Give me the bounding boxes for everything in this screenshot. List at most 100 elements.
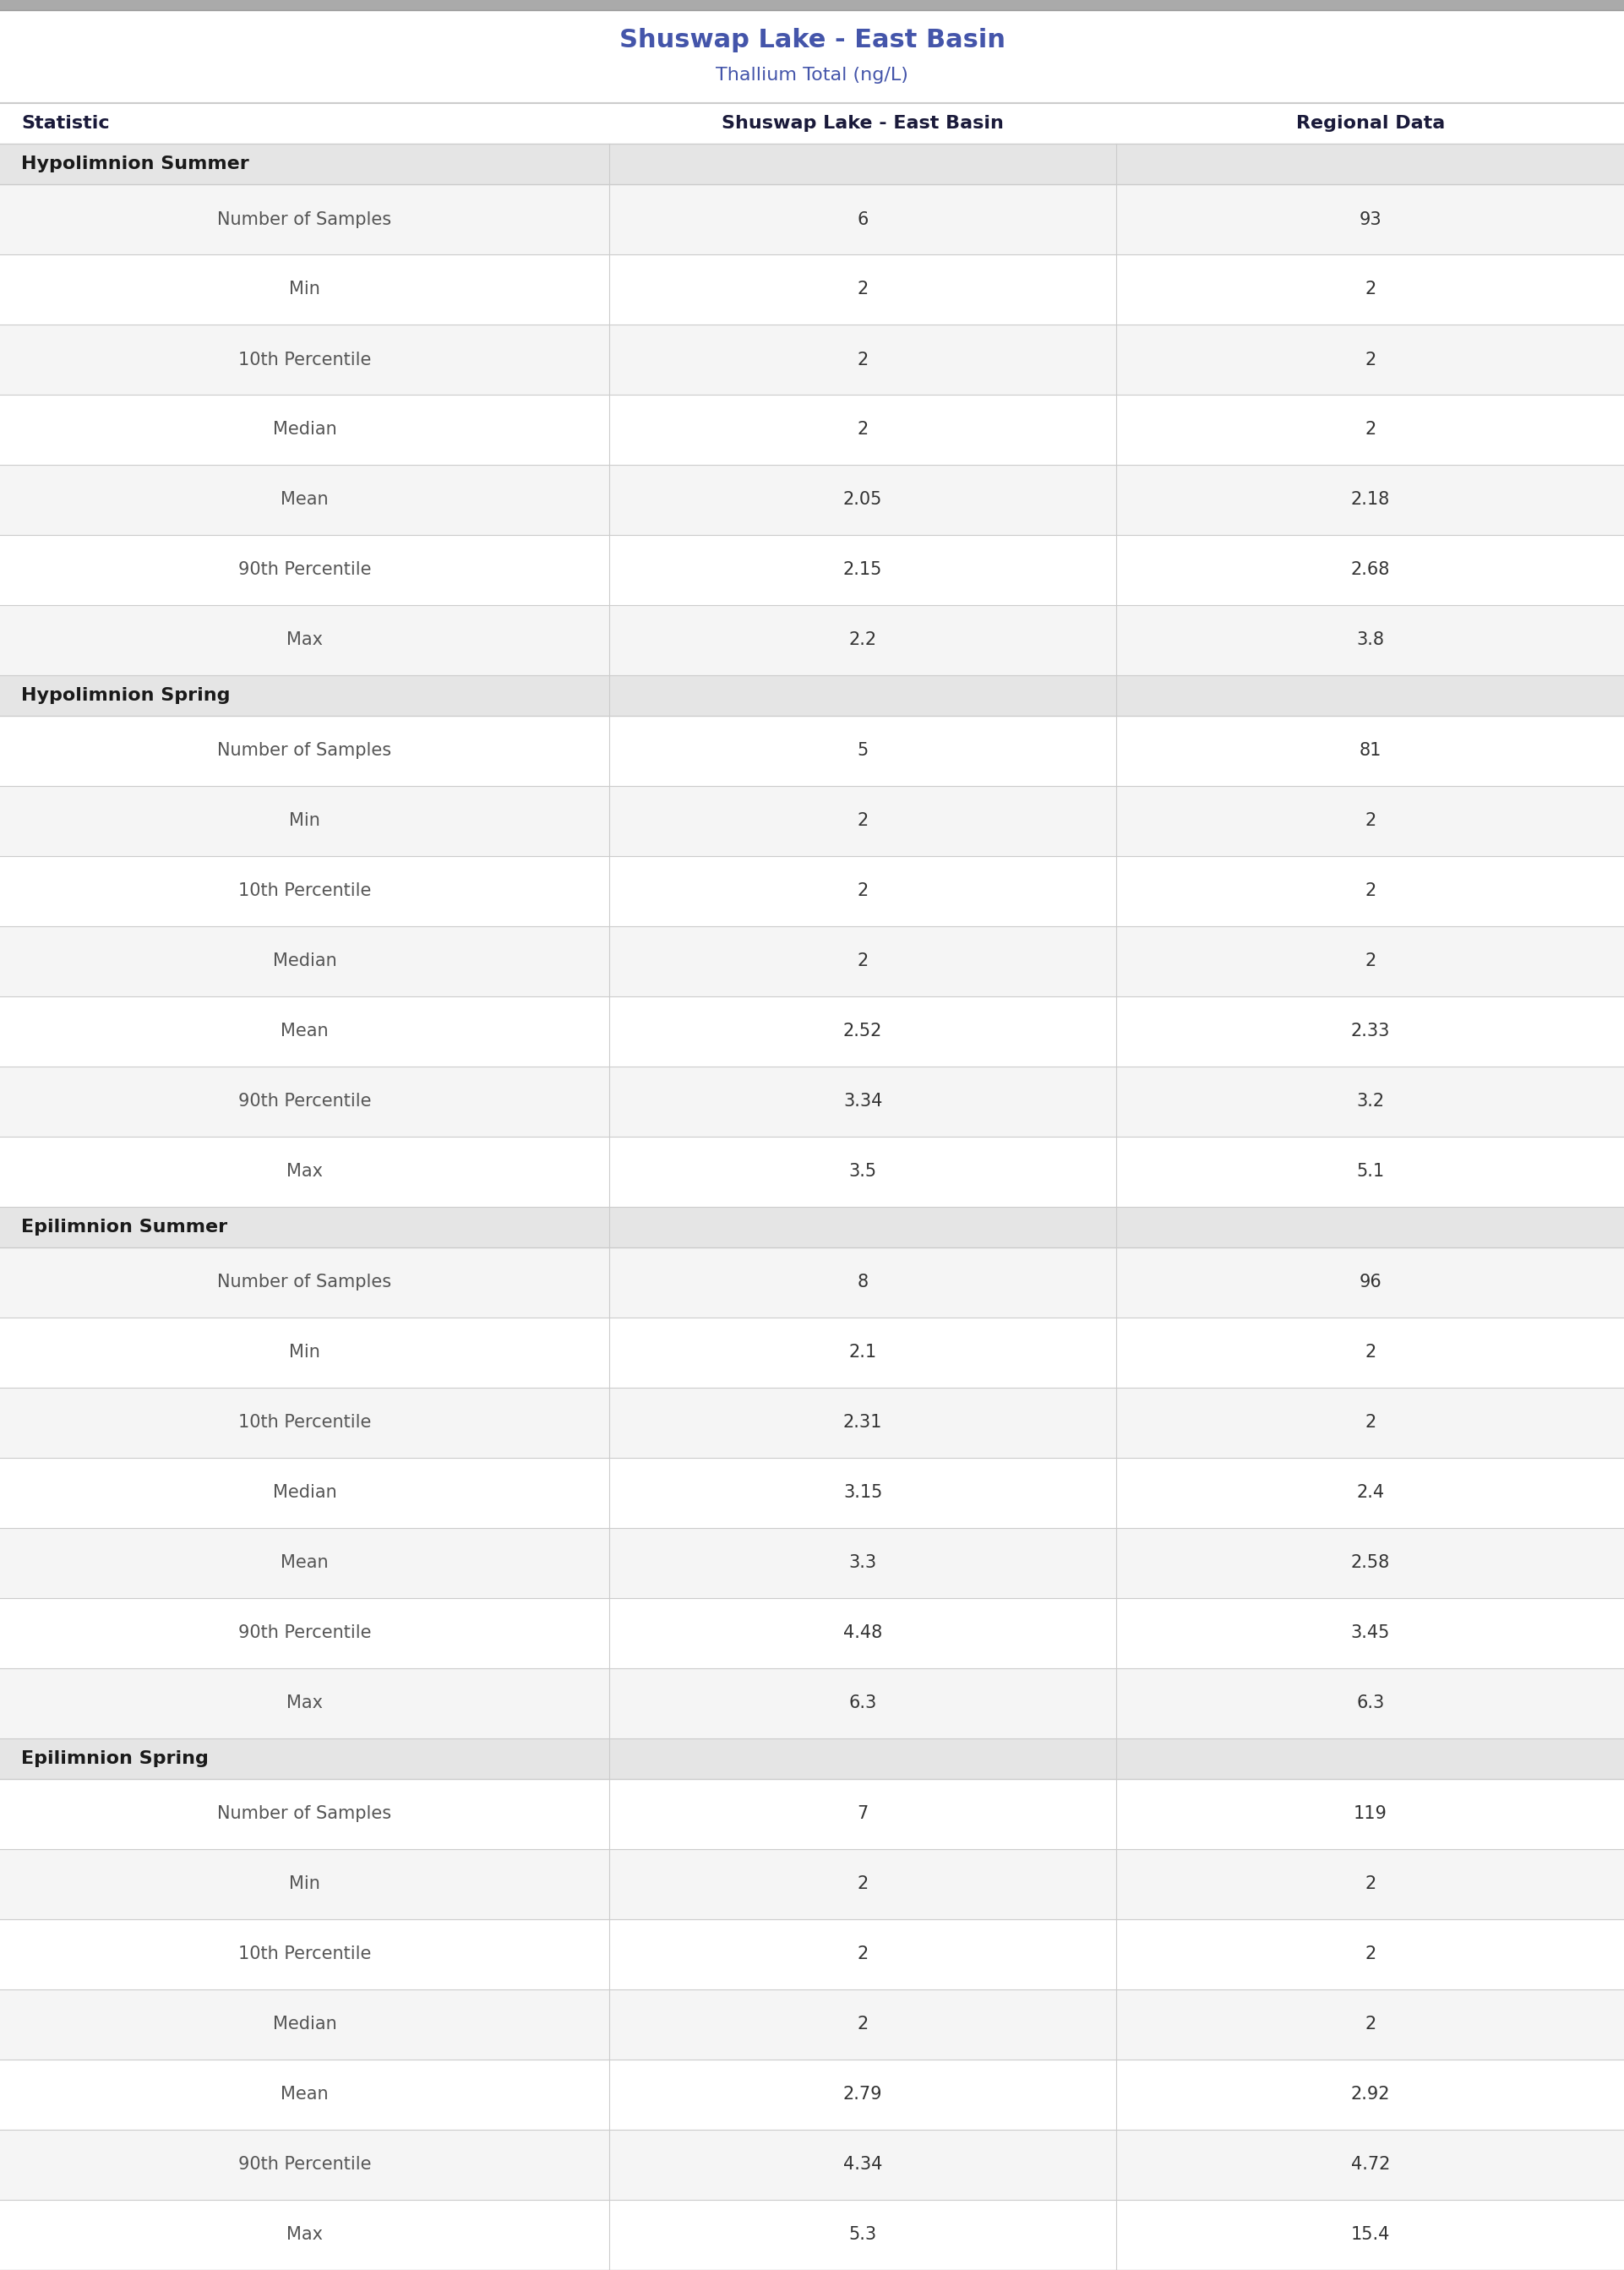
Text: 4.48: 4.48 [843, 1625, 882, 1641]
Text: Median: Median [273, 953, 336, 969]
Text: 2: 2 [1364, 281, 1376, 297]
Text: 2: 2 [857, 2016, 869, 2034]
Bar [0, 254, 1624, 325]
Text: 2.58: 2.58 [1351, 1555, 1390, 1571]
Text: Min: Min [289, 1344, 320, 1362]
Text: 3.2: 3.2 [1356, 1094, 1384, 1110]
Text: 4.34: 4.34 [843, 2156, 882, 2172]
Bar [0, 1457, 1624, 1528]
Bar [0, 395, 1624, 465]
Text: 2: 2 [1364, 352, 1376, 368]
Text: 2: 2 [1364, 2016, 1376, 2034]
Text: 6.3: 6.3 [1356, 1696, 1384, 1712]
Bar [0, 325, 1624, 395]
Bar [0, 1067, 1624, 1137]
Text: Shuswap Lake - East Basin: Shuswap Lake - East Basin [721, 116, 1004, 132]
Text: 90th Percentile: 90th Percentile [239, 1094, 370, 1110]
Text: Median: Median [273, 1485, 336, 1500]
Bar [0, 1739, 1624, 1780]
Bar [0, 1317, 1624, 1387]
Bar [0, 1249, 1624, 1317]
Text: 15.4: 15.4 [1351, 2227, 1390, 2243]
Text: 2: 2 [1364, 1344, 1376, 1362]
Text: 2.18: 2.18 [1351, 490, 1390, 508]
Text: Min: Min [289, 281, 320, 297]
Bar [0, 143, 1624, 184]
Text: 2.31: 2.31 [843, 1414, 882, 1430]
Bar [0, 2129, 1624, 2200]
Text: Max: Max [286, 631, 323, 649]
Bar [0, 785, 1624, 856]
Text: 3.34: 3.34 [843, 1094, 882, 1110]
Text: 3.3: 3.3 [849, 1555, 877, 1571]
Text: Thallium Total (ng/L): Thallium Total (ng/L) [716, 66, 908, 84]
Text: Statistic: Statistic [21, 116, 109, 132]
Text: 2.4: 2.4 [1356, 1485, 1384, 1500]
Text: 3.15: 3.15 [843, 1485, 882, 1500]
Text: 2: 2 [857, 1875, 869, 1893]
Text: 96: 96 [1359, 1273, 1382, 1292]
Bar [0, 536, 1624, 606]
Text: 10th Percentile: 10th Percentile [239, 883, 370, 899]
Text: 7: 7 [857, 1805, 869, 1823]
Text: 119: 119 [1353, 1805, 1387, 1823]
Bar [0, 856, 1624, 926]
Bar [0, 102, 1624, 143]
Text: 6.3: 6.3 [849, 1696, 877, 1712]
Text: 2: 2 [1364, 422, 1376, 438]
Text: 2: 2 [1364, 953, 1376, 969]
Bar [0, 0, 1624, 9]
Text: Median: Median [273, 2016, 336, 2034]
Text: 81: 81 [1359, 742, 1382, 760]
Text: Mean: Mean [281, 1555, 328, 1571]
Text: Max: Max [286, 1696, 323, 1712]
Text: 2: 2 [857, 953, 869, 969]
Text: 5.3: 5.3 [849, 2227, 877, 2243]
Text: 2: 2 [857, 422, 869, 438]
Text: 2: 2 [857, 813, 869, 829]
Bar [0, 465, 1624, 536]
Bar [0, 9, 1624, 102]
Bar [0, 1598, 1624, 1668]
Bar [0, 1387, 1624, 1457]
Text: 6: 6 [857, 211, 869, 227]
Bar [0, 1989, 1624, 2059]
Text: 2.92: 2.92 [1351, 2086, 1390, 2102]
Text: Hypolimnion Spring: Hypolimnion Spring [21, 688, 231, 704]
Text: Number of Samples: Number of Samples [218, 211, 391, 227]
Text: Min: Min [289, 813, 320, 829]
Text: Epilimnion Summer: Epilimnion Summer [21, 1219, 227, 1235]
Text: Shuswap Lake - East Basin: Shuswap Lake - East Basin [619, 27, 1005, 52]
Text: 2: 2 [1364, 1414, 1376, 1430]
Text: Regional Data: Regional Data [1296, 116, 1445, 132]
Text: 4.72: 4.72 [1351, 2156, 1390, 2172]
Text: Max: Max [286, 1162, 323, 1180]
Bar [0, 674, 1624, 715]
Text: Mean: Mean [281, 490, 328, 508]
Text: 2.05: 2.05 [843, 490, 882, 508]
Bar [0, 1668, 1624, 1739]
Text: 10th Percentile: 10th Percentile [239, 1945, 370, 1964]
Text: 2.33: 2.33 [1351, 1024, 1390, 1040]
Text: Min: Min [289, 1875, 320, 1893]
Text: 90th Percentile: 90th Percentile [239, 1625, 370, 1641]
Text: Median: Median [273, 422, 336, 438]
Text: 8: 8 [857, 1273, 869, 1292]
Text: 90th Percentile: 90th Percentile [239, 2156, 370, 2172]
Text: 2.79: 2.79 [843, 2086, 882, 2102]
Text: Mean: Mean [281, 2086, 328, 2102]
Text: 2: 2 [1364, 813, 1376, 829]
Text: 10th Percentile: 10th Percentile [239, 352, 370, 368]
Text: Max: Max [286, 2227, 323, 2243]
Bar [0, 1780, 1624, 1850]
Text: Mean: Mean [281, 1024, 328, 1040]
Text: 5: 5 [857, 742, 869, 760]
Text: 2: 2 [857, 883, 869, 899]
Text: 2.52: 2.52 [843, 1024, 882, 1040]
Bar [0, 606, 1624, 674]
Bar [0, 2059, 1624, 2129]
Bar [0, 926, 1624, 997]
Text: 2: 2 [857, 281, 869, 297]
Text: 3.45: 3.45 [1351, 1625, 1390, 1641]
Text: 90th Percentile: 90th Percentile [239, 561, 370, 579]
